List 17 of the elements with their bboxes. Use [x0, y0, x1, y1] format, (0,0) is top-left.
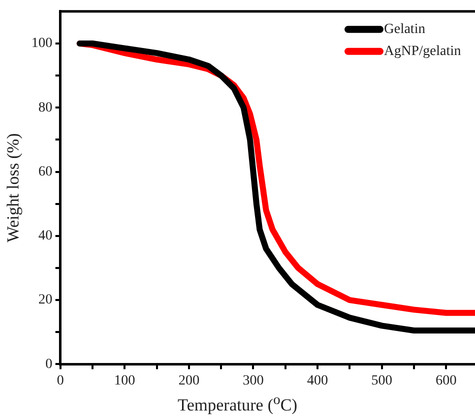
- x-tick-label: 400: [307, 373, 328, 388]
- y-tick-label: 0: [45, 356, 52, 372]
- y-tick-label: 40: [38, 228, 52, 244]
- x-tick-label: 500: [371, 373, 392, 388]
- x-tick-label: 100: [114, 373, 136, 388]
- x-axis-title: Temperature ($^{o}$C): [176, 392, 298, 416]
- legend-label: Gelatin: [384, 22, 426, 38]
- y-tick-label: 100: [31, 36, 52, 52]
- x-tick-label: 300: [242, 373, 264, 388]
- y-axis-title: Weight loss (%): [4, 133, 23, 242]
- y-tick-label: 80: [38, 100, 52, 116]
- legend-label: AgNP/gelatin: [384, 44, 462, 60]
- y-tick-label: 20: [38, 292, 52, 308]
- x-tick-label: 200: [178, 373, 200, 388]
- x-tick-label: 600: [436, 373, 457, 388]
- y-tick-label: 60: [38, 164, 52, 180]
- x-tick-label: 0: [56, 373, 64, 388]
